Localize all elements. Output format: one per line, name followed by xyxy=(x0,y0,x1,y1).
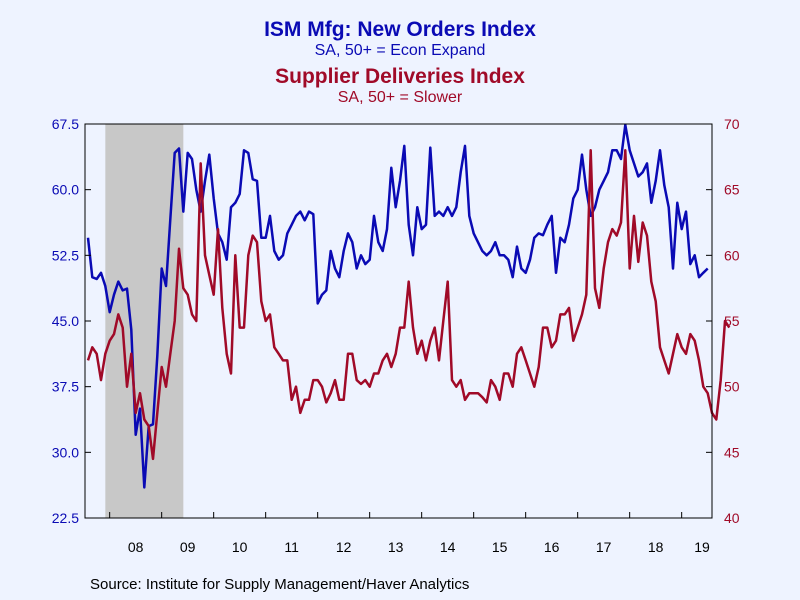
x-tick-label: 11 xyxy=(284,539,299,555)
supplier-deliveries-line xyxy=(86,149,731,461)
x-tick-label: 12 xyxy=(336,539,352,555)
left-axis: 22.5 30.0 37.5 45.0 52.5 60.0 67.5 xyxy=(52,116,91,526)
x-tick-label: 13 xyxy=(388,539,404,555)
right-tick-label: 55 xyxy=(724,313,740,329)
right-tick-label: 40 xyxy=(724,510,740,526)
left-tick-label: 67.5 xyxy=(52,116,79,132)
x-tick-label: 16 xyxy=(544,539,560,555)
x-tick-label: 09 xyxy=(180,539,196,555)
x-tick-label: 14 xyxy=(440,539,456,555)
left-tick-label: 60.0 xyxy=(52,182,79,198)
series1-title: ISM Mfg: New Orders Index xyxy=(264,18,536,41)
right-tick-label: 45 xyxy=(724,444,740,460)
series-group xyxy=(86,123,731,489)
x-tick-label: 19 xyxy=(694,539,710,555)
right-tick-label: 70 xyxy=(724,116,740,132)
left-tick-label: 45.0 xyxy=(52,313,79,329)
series1-subtitle: SA, 50+ = Econ Expand xyxy=(314,42,486,59)
source-note: Source: Institute for Supply Management/… xyxy=(90,576,470,593)
right-tick-label: 65 xyxy=(724,182,740,198)
right-axis: 40 45 50 55 60 65 70 xyxy=(706,116,740,526)
series2-subtitle: SA, 50+ = Slower xyxy=(337,89,463,106)
x-tick-label: 18 xyxy=(648,539,664,555)
right-tick-label: 60 xyxy=(724,247,740,263)
x-tick-label: 10 xyxy=(232,539,248,555)
recession-band xyxy=(105,124,184,518)
left-tick-label: 30.0 xyxy=(52,444,79,460)
x-tick-label: 08 xyxy=(128,539,144,555)
left-tick-label: 37.5 xyxy=(52,379,79,395)
x-axis: 08 09 10 11 12 13 14 15 16 17 18 19 xyxy=(109,512,710,555)
new-orders-line xyxy=(86,123,709,489)
x-tick-label: 15 xyxy=(492,539,508,555)
left-tick-label: 52.5 xyxy=(52,247,79,263)
x-tick-label: 17 xyxy=(596,539,612,555)
series2-title: Supplier Deliveries Index xyxy=(275,65,525,88)
right-tick-label: 50 xyxy=(724,379,740,395)
recession-band-group xyxy=(105,124,184,518)
left-tick-label: 22.5 xyxy=(52,510,79,526)
